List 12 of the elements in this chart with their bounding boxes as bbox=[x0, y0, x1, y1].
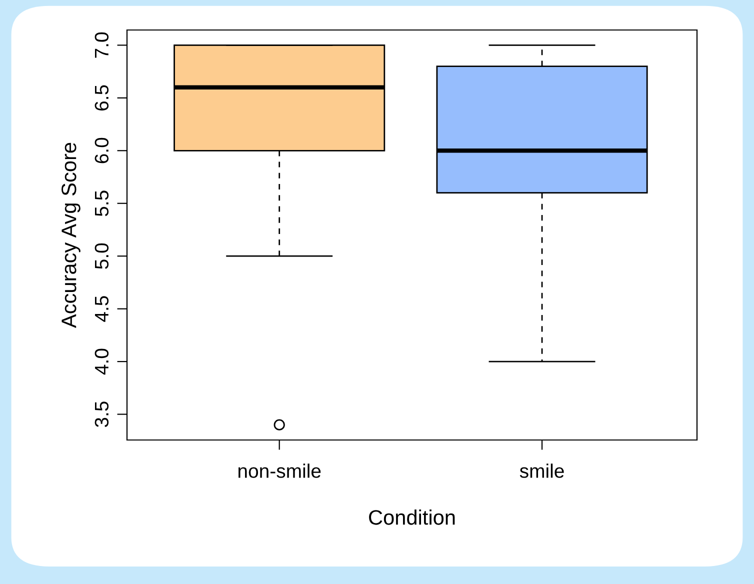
y-tick-label: 6.5 bbox=[94, 85, 109, 110]
y-tick-label: 5.0 bbox=[94, 243, 109, 269]
y-tick-label: 5.5 bbox=[95, 190, 109, 216]
y-tick-label: 6.0 bbox=[94, 138, 109, 164]
x-tick-label: smile bbox=[520, 464, 564, 478]
x-axis-title: Condition bbox=[369, 510, 455, 525]
y-tick-label: 4.5 bbox=[95, 296, 109, 322]
y-axis-title: Accuracy Avg Score bbox=[62, 142, 80, 328]
y-tick-label: 7.0 bbox=[94, 32, 109, 58]
y-tick-label: 3.5 bbox=[94, 402, 109, 428]
x-tick-label: non-smile bbox=[238, 464, 321, 478]
y-tick-label: 4.0 bbox=[94, 348, 109, 375]
